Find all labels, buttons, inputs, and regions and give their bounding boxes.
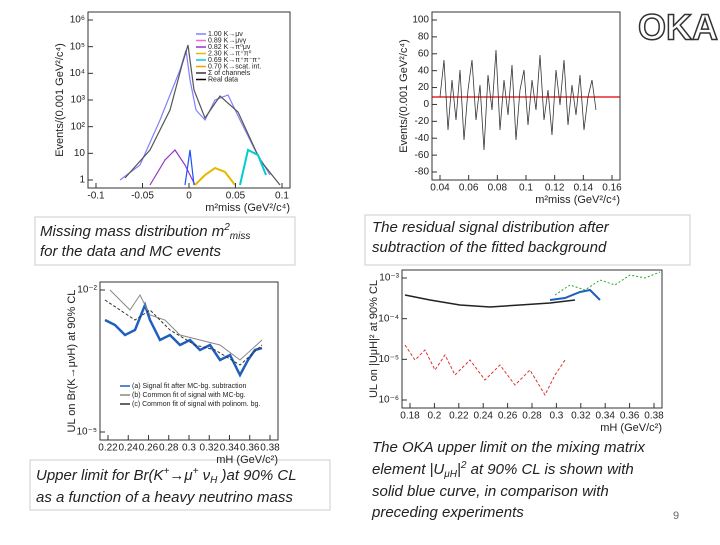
y-tick-label: 10⁻⁵: [378, 354, 399, 365]
y-axis-label: UL on |UμH|² at 90% CL: [368, 280, 380, 398]
x-tick-label: -0.05: [131, 191, 154, 202]
legend-label: (b) Common fit of signal with MC-bg.: [132, 392, 246, 399]
y-tick-label: 1: [79, 175, 85, 186]
caption: solid blue curve, in comparison with: [372, 483, 609, 500]
y-axis-label: Events/(0.001 GeV²/c⁴): [54, 43, 66, 157]
y-axis-label: UL on Br(K→μνH) at 90% CL: [66, 290, 78, 433]
x-axis-label: m²miss (GeV²/c⁴): [535, 194, 620, 206]
legend-label: 0.82 K→π⁰μν: [208, 43, 251, 51]
legend-label: 2.30 K→π⁺π⁰: [208, 49, 252, 57]
x-tick-label: 0.14: [574, 183, 594, 194]
plot-curves: [104, 289, 263, 378]
y-tick-label: 10⁵: [70, 41, 85, 52]
x-axis-label: m²miss (GeV²/c⁴): [205, 202, 290, 214]
caption-box: [34, 216, 296, 266]
y-tick-label: 40: [418, 65, 430, 76]
legend-label: (c) Common fit of signal with polinom. b…: [132, 401, 260, 408]
plot-curves: [432, 49, 620, 151]
x-tick-label: 0.24: [119, 443, 139, 454]
x-tick-label: 0.34: [220, 443, 240, 454]
x-tick-label: 0.22: [449, 411, 469, 422]
y-tick-label: 100: [412, 15, 429, 26]
x-tick-label: 0.08: [488, 183, 508, 194]
page-number: 9: [673, 510, 679, 522]
y-tick-label: 10⁶: [70, 15, 85, 26]
x-tick-label: 0.32: [571, 411, 591, 422]
legend-label: 0.70 K→scat. int.: [208, 63, 261, 70]
caption-box: [29, 459, 331, 511]
x-tick-label: 0.22: [98, 443, 118, 454]
y-tick-label: 10³: [71, 95, 86, 106]
caption: Upper limit for Br(K+→μ+ νH )at 90% CL: [36, 466, 297, 486]
x-tick-label: 0.38: [260, 443, 280, 454]
y-tick-label: 10: [74, 148, 86, 159]
caption: subtraction of the fitted background: [372, 239, 607, 256]
caption-box: [364, 214, 691, 266]
x-tick-label: 0.1: [519, 183, 533, 194]
y-tick-label: 10⁻⁶: [378, 395, 399, 406]
legend-label: (a) Signal fit after MC-bg. subtraction: [132, 383, 246, 390]
x-tick-label: 0.2: [427, 411, 441, 422]
x-tick-label: 0.3: [549, 411, 563, 422]
x-tick-label: 0.34: [595, 411, 615, 422]
y-tick-label: -60: [415, 150, 430, 161]
y-tick-label: 60: [418, 48, 430, 59]
plot-frame: [99, 281, 279, 441]
x-tick-label: 0.24: [473, 411, 493, 422]
y-tick-label: 20: [418, 82, 430, 93]
legend-label: 1.00 K→μν: [208, 31, 243, 38]
caption: element |UμH|2 at 90% CL is shown with: [372, 460, 634, 480]
y-tick-label: -40: [415, 133, 430, 144]
x-tick-label: 0.28: [522, 411, 542, 422]
y-tick-label: 10⁴: [70, 68, 85, 79]
y-tick-label: 10⁻²: [77, 285, 97, 296]
x-tick-label: 0.28: [159, 443, 179, 454]
plot-frame: [401, 269, 663, 409]
x-tick-label: 0.26: [498, 411, 518, 422]
x-tick-label: -0.1: [87, 191, 105, 202]
x-tick-label: 0.38: [644, 411, 664, 422]
y-tick-label: 0: [423, 99, 429, 110]
y-tick-label: 10⁻⁵: [76, 427, 97, 438]
x-tick-label: 0.05: [226, 191, 246, 202]
x-tick-label: 0.1: [275, 191, 289, 202]
x-tick-label: 0.36: [620, 411, 640, 422]
x-axis-label: mH (GeV/c²): [216, 454, 278, 466]
caption: The residual signal distribution after: [372, 219, 610, 236]
plot-curves: [119, 44, 281, 186]
y-tick-label: -80: [415, 167, 430, 178]
y-tick-label: 10⁻⁴: [378, 313, 399, 324]
y-axis-label: Events/(0.001 GeV²/c⁴): [398, 39, 410, 153]
caption: The OKA upper limit on the mixing matrix: [372, 439, 645, 456]
legend-label: 0.69 K→π⁺π⁻π⁺: [208, 57, 261, 64]
legend-label: Σ of channels: [208, 70, 251, 77]
x-tick-label: 0.06: [459, 183, 479, 194]
y-tick-label: 80: [418, 32, 430, 43]
x-tick-label: 0: [186, 191, 192, 202]
x-tick-label: 0.18: [400, 411, 420, 422]
logo: OKA: [638, 7, 718, 48]
caption: as a function of a heavy neutrino mass: [36, 489, 293, 506]
legend-label: Real data: [208, 76, 238, 83]
caption: for the data and MC events: [40, 243, 221, 260]
x-tick-label: 0.3: [182, 443, 196, 454]
x-tick-label: 0.26: [139, 443, 159, 454]
caption: Missing mass distribution m2miss: [40, 222, 250, 242]
y-tick-label: 10²: [71, 121, 86, 132]
plot-curves: [404, 271, 661, 397]
x-tick-label: 0.04: [430, 183, 450, 194]
x-tick-label: 0.32: [200, 443, 220, 454]
y-tick-label: -20: [415, 116, 430, 127]
x-tick-label: 0.36: [240, 443, 260, 454]
legend-label: 0.89 K→μνγ: [208, 37, 247, 44]
y-tick-label: 10⁻³: [379, 273, 399, 284]
caption: preceding experiments: [371, 504, 524, 521]
x-tick-label: 0.12: [545, 183, 565, 194]
x-tick-label: 0.16: [602, 183, 622, 194]
x-axis-label: mH (GeV/c²): [600, 422, 662, 434]
